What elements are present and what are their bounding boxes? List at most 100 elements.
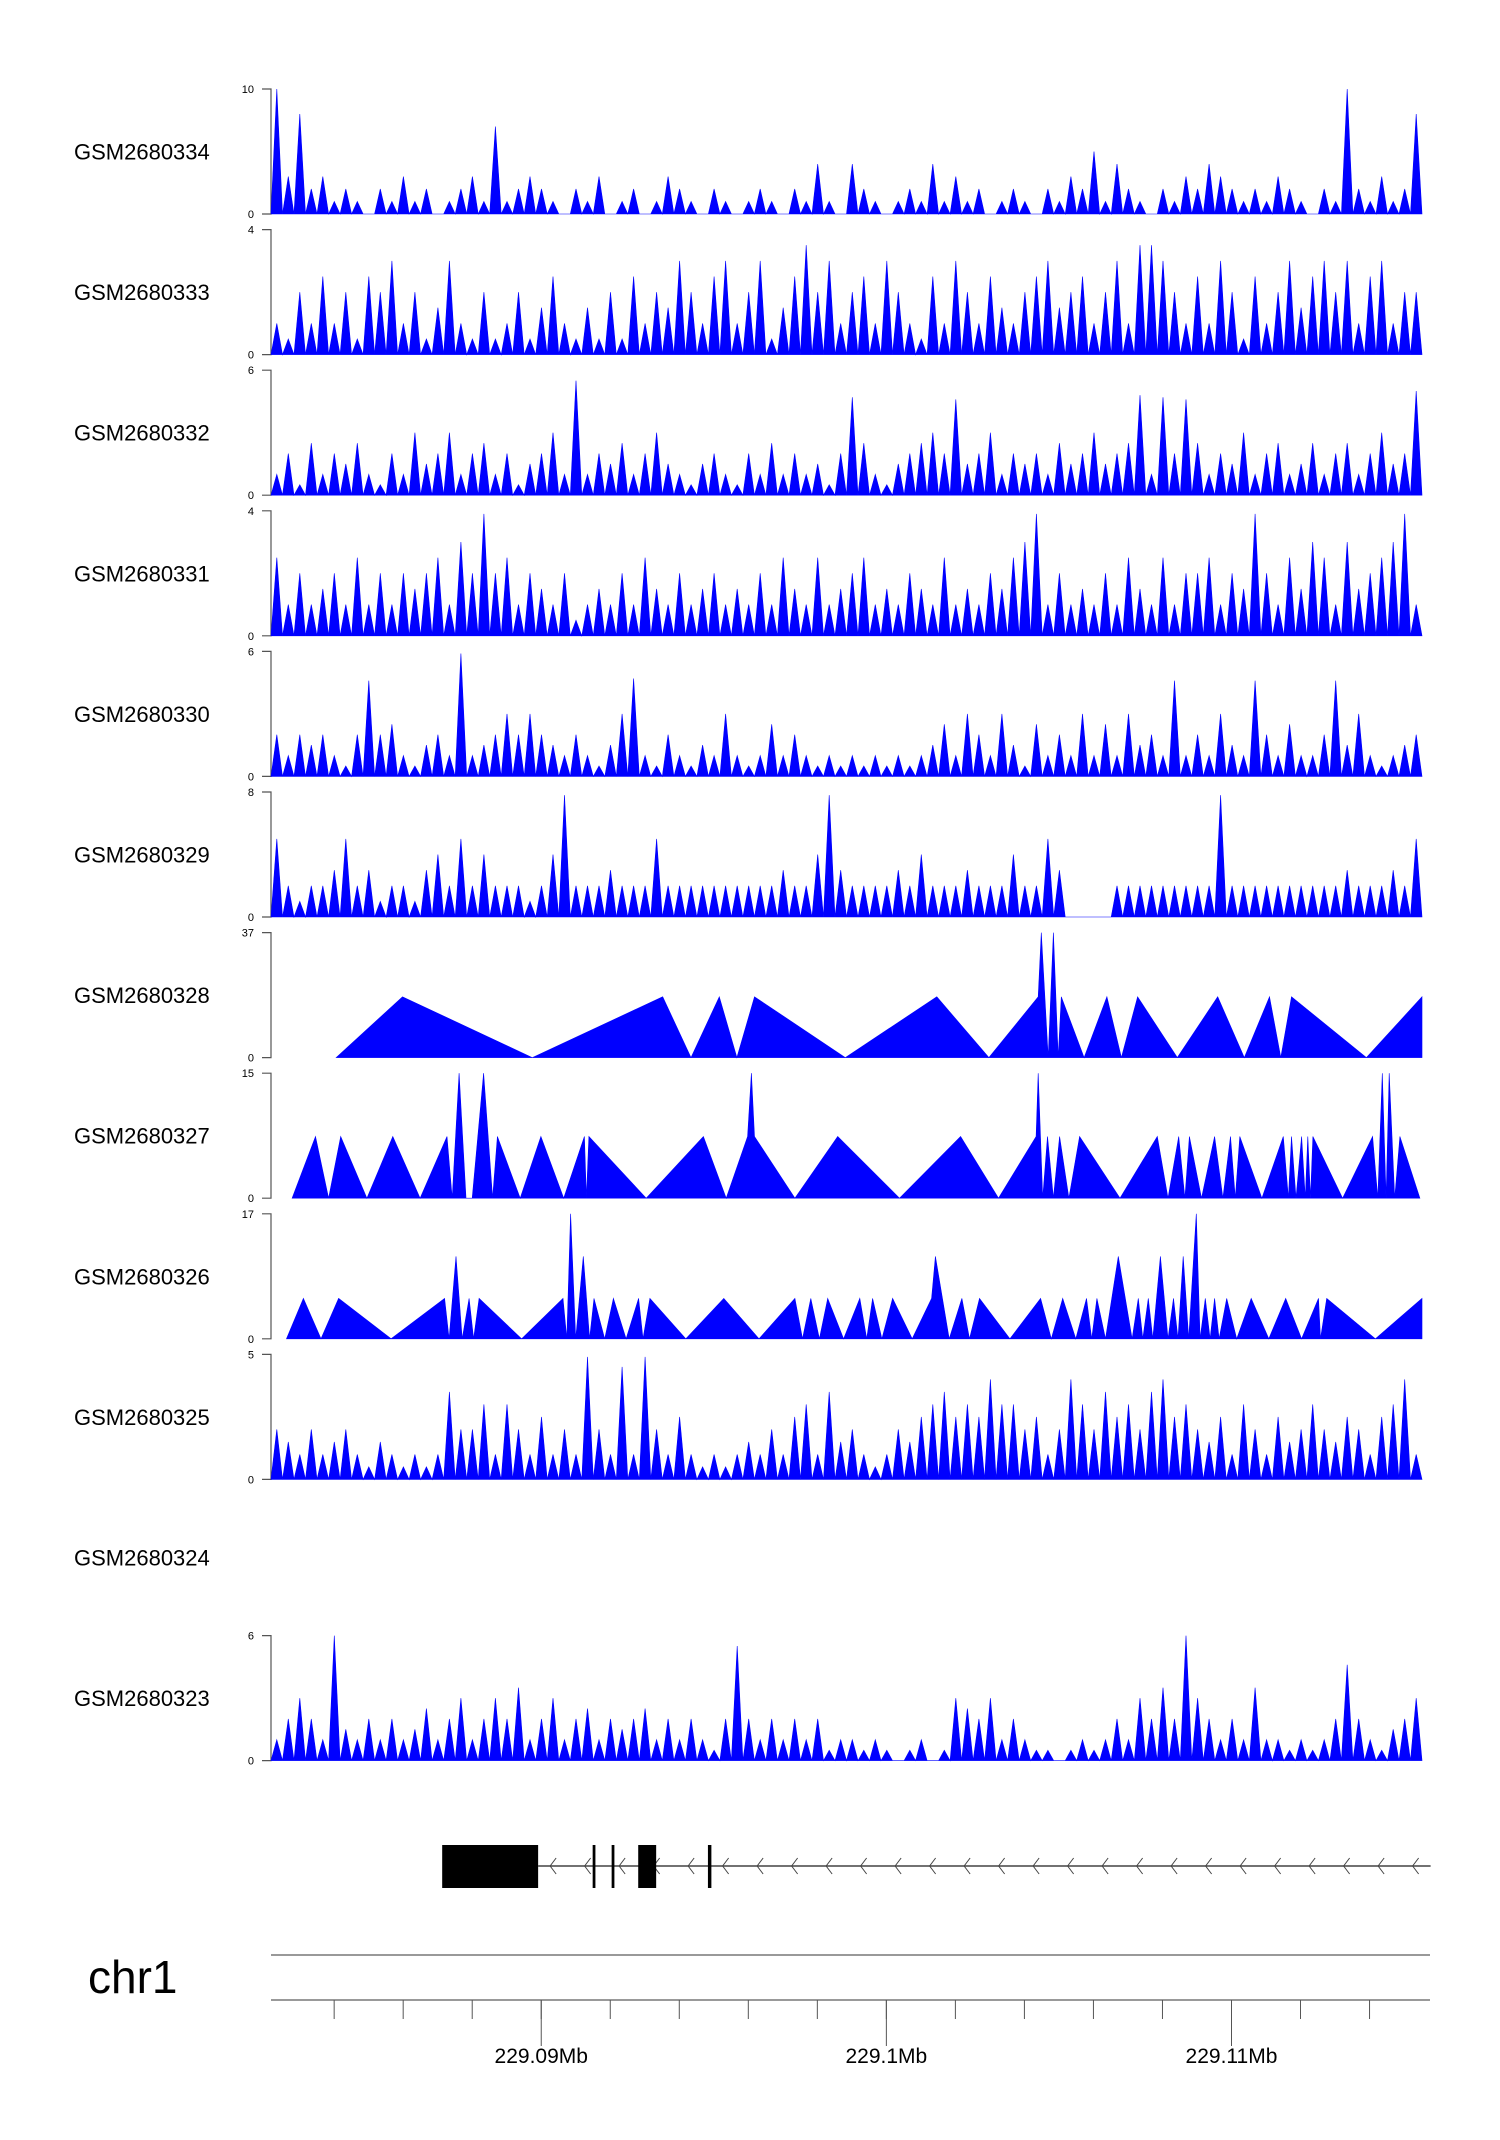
- strand-arrow-icon: [791, 1857, 799, 1875]
- strand-arrow-icon: [1239, 1857, 1247, 1875]
- track-GSM2680333: GSM2680333 4 0: [74, 225, 1423, 362]
- exon: [611, 1845, 615, 1888]
- y-tick-min: 0: [248, 350, 254, 362]
- strand-arrow-icon: [825, 1857, 833, 1875]
- signal-area: [270, 1356, 1423, 1481]
- signal-area: [270, 653, 1423, 778]
- y-axis-line: [262, 510, 272, 637]
- track-GSM2680334: GSM2680334 10 0: [74, 84, 1423, 221]
- signal-area: [270, 1635, 1423, 1762]
- strand-arrow-icon: [1343, 1857, 1351, 1875]
- data-tracks: GSM2680334100GSM268033340GSM268033260GSM…: [74, 84, 1423, 1768]
- strand-arrow-icon: [618, 1857, 626, 1875]
- strand-arrow-icon: [1067, 1857, 1075, 1875]
- track-label: GSM2680329: [74, 843, 210, 868]
- y-tick-max: 6: [248, 646, 254, 658]
- track-label: GSM2680334: [74, 140, 210, 165]
- track-GSM2680332: GSM2680332 6 0: [74, 365, 1423, 502]
- strand-arrow-icon: [1032, 1857, 1040, 1875]
- strand-arrow-icon: [963, 1857, 971, 1875]
- track-label: GSM2680331: [74, 561, 210, 586]
- track-label: GSM2680333: [74, 280, 210, 305]
- y-tick-max: 6: [248, 1631, 254, 1643]
- track-GSM2680328: GSM2680328 37 0: [74, 928, 1423, 1065]
- y-axis-line: [262, 369, 272, 496]
- track-GSM2680324: GSM2680324: [74, 1546, 210, 1571]
- track-GSM2680326: GSM2680326 17 0: [74, 1209, 1423, 1346]
- gene-model-track: [442, 1845, 1431, 1888]
- signal-area: [270, 245, 1423, 356]
- track-GSM2680325: GSM2680325 5 0: [74, 1349, 1423, 1486]
- genome-axis: chr1 229.09Mb 229.1Mb 229.11Mb: [88, 1951, 1430, 2068]
- y-tick-max: 6: [248, 365, 254, 377]
- exon: [442, 1845, 539, 1888]
- y-axis-line: [262, 791, 272, 918]
- track-GSM2680330: GSM2680330 6 0: [74, 646, 1423, 783]
- strand-arrow-icon: [1170, 1857, 1178, 1875]
- y-tick-max: 8: [248, 787, 254, 799]
- y-tick-max: 10: [242, 84, 254, 96]
- y-tick-min: 0: [248, 209, 254, 221]
- chromosome-label: chr1: [88, 1951, 177, 2003]
- strand-arrow-icon: [860, 1857, 868, 1875]
- strand-arrow-icon: [1205, 1857, 1213, 1875]
- strand-arrow-icon: [929, 1857, 937, 1875]
- y-tick-min: 0: [248, 1756, 254, 1768]
- track-label: GSM2680326: [74, 1264, 210, 1289]
- signal-area: [270, 380, 1423, 497]
- strand-arrow-icon: [687, 1857, 695, 1875]
- y-tick-max: 5: [248, 1349, 254, 1361]
- y-axis-line: [262, 229, 272, 356]
- y-tick-min: 0: [248, 490, 254, 502]
- strand-arrow-icon: [1412, 1857, 1420, 1875]
- signal-area: [270, 88, 1423, 216]
- strand-arrow-icon: [1274, 1857, 1282, 1875]
- y-tick-min: 0: [248, 771, 254, 783]
- track-GSM2680329: GSM2680329 8 0: [74, 787, 1423, 924]
- strand-arrow-icon: [1136, 1857, 1144, 1875]
- strand-arrow-icon: [1308, 1857, 1316, 1875]
- x-tick-label: 229.09Mb: [495, 2045, 588, 2068]
- y-tick-max: 37: [242, 928, 254, 940]
- y-axis-line: [262, 1072, 272, 1199]
- y-tick-max: 4: [248, 225, 254, 237]
- signal-area: [286, 1213, 1423, 1340]
- y-tick-min: 0: [248, 1053, 254, 1065]
- strand-arrow-icon: [1377, 1857, 1385, 1875]
- track-GSM2680323: GSM2680323 6 0: [74, 1631, 1423, 1768]
- track-label: GSM2680332: [74, 421, 210, 446]
- exon: [638, 1845, 657, 1888]
- y-axis-line: [262, 650, 272, 777]
- signal-area: [270, 795, 1423, 919]
- strand-arrow-icon: [756, 1857, 764, 1875]
- strand-arrow-icon: [998, 1857, 1006, 1875]
- y-axis-line: [262, 932, 272, 1059]
- strand-arrow-icon: [1101, 1857, 1109, 1875]
- y-tick-min: 0: [248, 1334, 254, 1346]
- y-tick-min: 0: [248, 631, 254, 643]
- y-tick-max: 4: [248, 506, 254, 518]
- track-label: GSM2680328: [74, 983, 210, 1008]
- track-label: GSM2680323: [74, 1686, 210, 1711]
- signal-area: [291, 1073, 1421, 1200]
- x-tick-label: 229.11Mb: [1186, 2045, 1278, 2068]
- track-GSM2680331: GSM2680331 4 0: [74, 506, 1423, 643]
- signal-area: [335, 932, 1423, 1059]
- strand-arrow-icon: [549, 1857, 557, 1875]
- track-label: GSM2680327: [74, 1124, 210, 1149]
- signal-area: [270, 513, 1423, 637]
- y-tick-max: 15: [242, 1068, 254, 1080]
- strand-arrow-icon: [584, 1857, 592, 1875]
- y-axis-line: [262, 1635, 272, 1762]
- exon: [707, 1845, 712, 1888]
- track-label: GSM2680325: [74, 1405, 210, 1430]
- exon: [592, 1845, 596, 1888]
- y-tick-min: 0: [248, 1193, 254, 1205]
- track-label: GSM2680324: [74, 1546, 210, 1571]
- track-label: GSM2680330: [74, 702, 210, 727]
- y-tick-min: 0: [248, 912, 254, 924]
- strand-arrow-icon: [894, 1857, 902, 1875]
- track-GSM2680327: GSM2680327 15 0: [74, 1068, 1421, 1205]
- y-axis-line: [262, 1213, 272, 1340]
